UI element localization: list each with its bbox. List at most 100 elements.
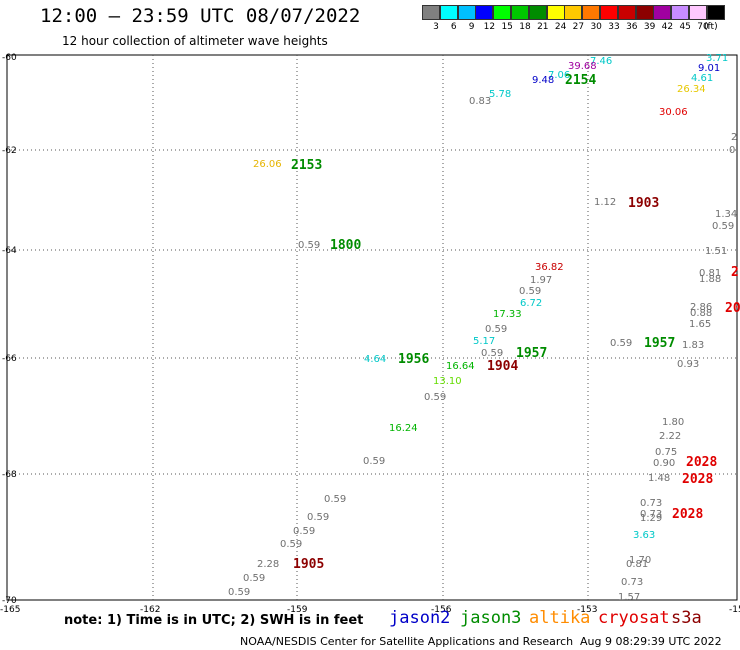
legend-swatch xyxy=(511,5,529,20)
latitude-label: -60 xyxy=(2,53,17,63)
wave-height-label: 0.59 xyxy=(324,494,346,505)
latitude-label: -66 xyxy=(2,354,17,364)
wave-height-label: 16.64 xyxy=(446,361,475,372)
legend-swatch xyxy=(475,5,494,20)
pass-time-label: 2153 xyxy=(291,158,322,173)
latitude-label: -62 xyxy=(2,146,17,156)
pass-time-label: 1905 xyxy=(293,557,324,572)
mission-jason2: jason2 xyxy=(389,608,451,628)
wave-height-label: 1.70 xyxy=(629,555,651,566)
wave-height-label: 0.59 xyxy=(307,512,329,523)
legend-label: 24 xyxy=(554,22,567,32)
wave-height-label: 0.59 xyxy=(481,348,503,359)
legend-swatch xyxy=(528,5,547,20)
wave-height-label: 0.73 xyxy=(640,498,662,509)
wave-height-label: 0.73 xyxy=(621,577,643,588)
pass-time-label: 2028 xyxy=(686,455,717,470)
wave-height-label: 0.59 xyxy=(298,240,320,251)
legend-label: 3 xyxy=(433,22,439,32)
legend-label: 70 xyxy=(697,22,709,32)
pass-time-label: 1957 xyxy=(516,346,547,361)
wave-height-label: 39.68 xyxy=(568,61,597,72)
legend-swatch xyxy=(600,5,618,20)
legend-swatch xyxy=(706,5,725,20)
wave-height-label: 2.28 xyxy=(257,559,279,570)
pass-time-label: 2 xyxy=(731,265,739,280)
longitude-label: -156 xyxy=(431,605,452,615)
legend-swatch xyxy=(422,5,440,20)
wave-height-label: 1.51 xyxy=(705,246,727,257)
legend-label: 6 xyxy=(450,22,457,32)
wave-height-label: 0.59 xyxy=(280,539,302,550)
wave-height-label: 0.59 xyxy=(243,573,265,584)
mission-s3a: s3a xyxy=(671,608,702,628)
wave-height-label: 0.88 xyxy=(690,308,712,319)
wave-height-label: 0.59 xyxy=(712,221,734,232)
pass-time-label: 2028 xyxy=(672,507,703,522)
wave-height-label: 1.34 xyxy=(715,209,737,220)
legend-label: 12 xyxy=(483,22,496,32)
wave-height-label: 0.90 xyxy=(653,458,675,469)
wave-height-label: 1.29 xyxy=(640,513,662,524)
wave-height-label: 0.59 xyxy=(424,392,446,403)
wave-height-label: 0.59 xyxy=(228,587,250,598)
legend-swatch xyxy=(671,5,690,20)
wave-height-label: 1.88 xyxy=(699,274,721,285)
wave-height-label: 0 xyxy=(729,145,735,156)
legend-label: 45 xyxy=(679,22,691,32)
wave-height-label: 30.06 xyxy=(659,107,688,118)
wave-height-label: 5.17 xyxy=(473,336,495,347)
wave-height-label: 0.59 xyxy=(485,324,507,335)
mission-cryosat: cryosat xyxy=(598,608,670,628)
legend-label: 30 xyxy=(590,22,602,32)
wave-height-label: 1.65 xyxy=(689,319,711,330)
wave-height-label: 26.34 xyxy=(677,84,706,95)
wave-height-label: 7.06 xyxy=(548,70,570,81)
wave-height-label: 0.83 xyxy=(469,96,491,107)
legend-swatch xyxy=(635,5,654,20)
pass-time-label: 20 xyxy=(725,301,740,316)
legend-label: 18 xyxy=(519,22,531,32)
wave-height-label: 1.83 xyxy=(682,340,704,351)
wave-height-label: 0.59 xyxy=(363,456,385,467)
wave-height-label: 9.48 xyxy=(532,75,554,86)
latitude-label: -64 xyxy=(2,246,17,256)
page-subtitle: 12 hour collection of altimeter wave hei… xyxy=(62,34,328,48)
pass-time-label: 1800 xyxy=(330,238,361,253)
longitude-label: -159 xyxy=(287,605,308,615)
pass-time-label: 2154 xyxy=(565,73,596,88)
wave-height-label: 3.71 xyxy=(706,53,728,64)
wave-height-label: 0.75 xyxy=(655,447,677,458)
longitude-label: -15 xyxy=(729,605,740,615)
wave-height-label: 4.61 xyxy=(691,73,713,84)
pass-time-label: 1957 xyxy=(644,336,675,351)
wave-height-label: 17.33 xyxy=(493,309,522,320)
pass-time-label: 1903 xyxy=(628,196,659,211)
pass-time-label: 1956 xyxy=(398,352,429,367)
wave-height-label: 1.97 xyxy=(530,275,552,286)
wave-height-label: 1.80 xyxy=(662,417,684,428)
wave-height-label: 0.59 xyxy=(519,286,541,297)
wave-height-label: 36.82 xyxy=(535,262,564,273)
legend-label: 39 xyxy=(643,22,656,32)
wave-height-label: 6.72 xyxy=(520,298,542,309)
wave-height-label: 7.46 xyxy=(590,56,612,67)
legend-swatch xyxy=(439,5,458,20)
wave-height-label: 4.64 xyxy=(364,354,386,365)
legend-label: 15 xyxy=(501,22,513,32)
legend-label: 36 xyxy=(626,22,638,32)
map-frame xyxy=(6,54,738,601)
legend-swatch xyxy=(582,5,601,20)
legend-label: 33 xyxy=(608,22,620,32)
legend-label: (ft) xyxy=(704,22,718,32)
wave-height-label: 26.06 xyxy=(253,159,282,170)
legend-label: 42 xyxy=(661,22,674,32)
pass-time-label: 2028 xyxy=(682,472,713,487)
mission-jason3: jason3 xyxy=(460,608,522,628)
legend-swatch xyxy=(457,5,476,20)
legend-swatch xyxy=(617,5,636,20)
legend-swatch xyxy=(493,5,512,20)
wave-height-label: 1.12 xyxy=(594,197,616,208)
wave-height-label: 16.24 xyxy=(389,423,418,434)
